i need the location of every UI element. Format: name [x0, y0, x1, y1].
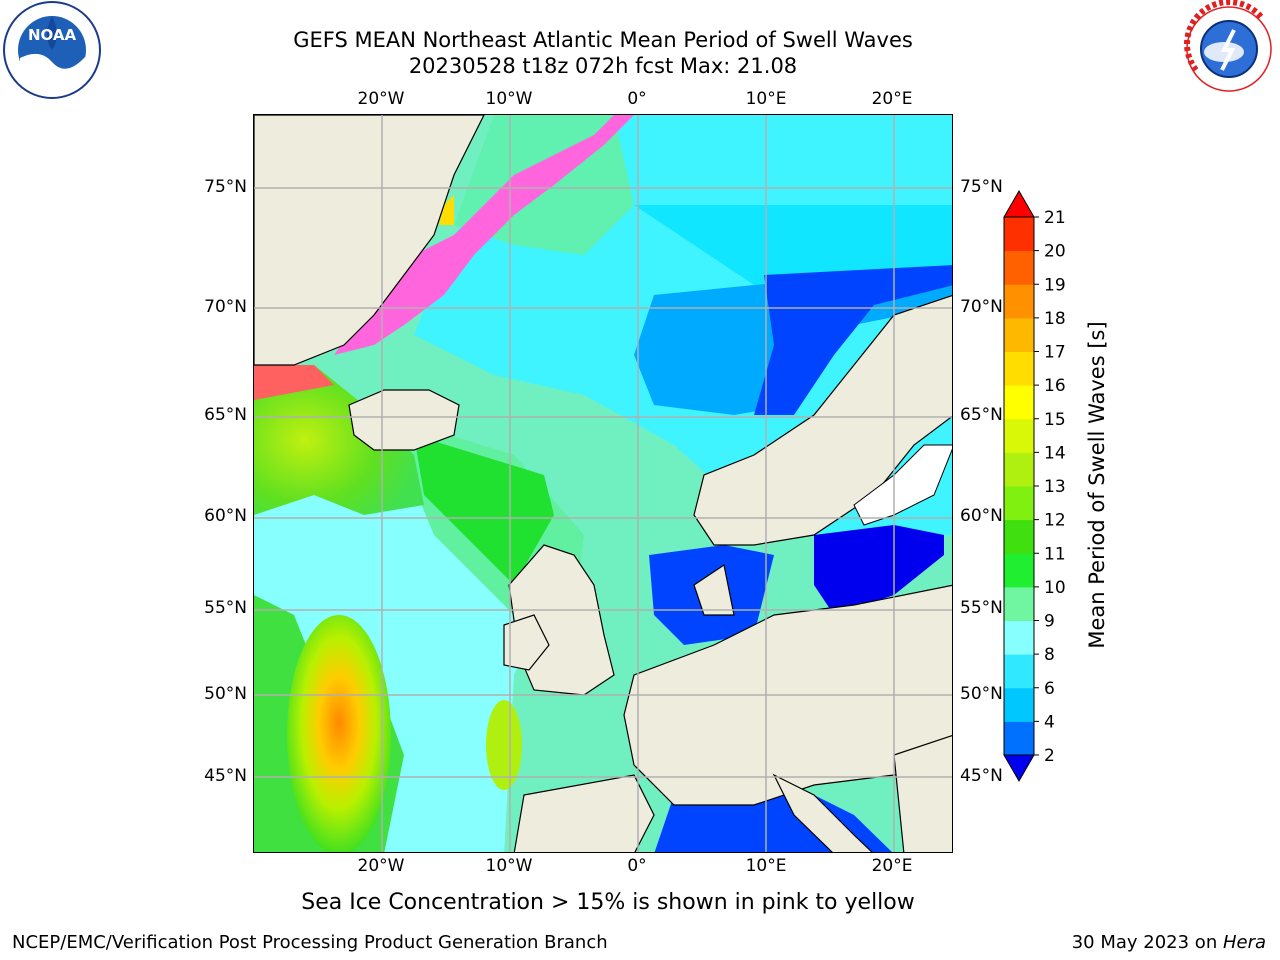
- denmark-strait-ice: [254, 365, 334, 400]
- norway-coastal-blue-2: [754, 265, 952, 415]
- sea-ice-yellow-patch: [439, 195, 454, 225]
- lat-label-right-75n: 75°N: [960, 177, 1003, 197]
- colorbar-segment: [1004, 250, 1034, 285]
- colorbar-segments: [1003, 189, 1035, 783]
- colorbar-tick-label: 8: [1044, 645, 1055, 665]
- lat-label-right-70n: 70°N: [960, 297, 1003, 317]
- colorbar-segment: [1004, 317, 1034, 352]
- lat-label-left-55n: 55°N: [204, 598, 247, 618]
- iceland-land: [348, 389, 460, 451]
- graticule: [254, 115, 952, 852]
- lat-label-left-75n: 75°N: [204, 177, 247, 197]
- colorbar-segment: [1004, 217, 1034, 252]
- colorbar-segment: [1004, 654, 1034, 689]
- footer-branch: NCEP/EMC/Verification Post Processing Pr…: [12, 932, 608, 953]
- colorbar-tick-label: 4: [1044, 712, 1055, 732]
- lon-label-bottom-10w: 10°W: [485, 856, 533, 876]
- colorbar-segment: [1004, 385, 1034, 420]
- colorbar-segment: [1004, 351, 1034, 386]
- colorbar-tick-label: 18: [1044, 309, 1066, 329]
- faroe-green-core: [414, 435, 554, 585]
- lon-label-top-20e: 20°E: [871, 89, 913, 109]
- gulf-of-bothnia: [853, 444, 952, 526]
- lat-label-left-45n: 45°N: [204, 766, 247, 786]
- lat-label-right-65n: 65°N: [960, 405, 1003, 425]
- colorbar-tick-label: 20: [1044, 242, 1066, 262]
- swell-period-map: [254, 115, 952, 852]
- colorbar-tick-label: 9: [1044, 612, 1055, 632]
- colorbar-segment: [1004, 687, 1034, 722]
- colorbar-tick-label: 21: [1044, 208, 1066, 228]
- lat-label-left-65n: 65°N: [204, 405, 247, 425]
- footer-host: Hera: [1222, 932, 1266, 953]
- footer-date-text: 30 May 2023 on: [1071, 932, 1223, 953]
- colorbar-label: Mean Period of Swell Waves [s]: [1085, 321, 1109, 649]
- colorbar-tick-label: 14: [1044, 443, 1066, 463]
- iberia-land: [513, 774, 655, 852]
- lat-label-right-45n: 45°N: [960, 766, 1003, 786]
- chart-title: GEFS MEAN Northeast Atlantic Mean Period…: [293, 28, 913, 52]
- colorbar-tick-label: 13: [1044, 477, 1066, 497]
- ireland-land: [503, 614, 550, 671]
- colorbar-min-arrow: [1003, 754, 1035, 783]
- map-panel: [253, 114, 953, 853]
- swell-max-orange: [287, 615, 391, 852]
- svg-text:NOAA: NOAA: [28, 26, 77, 44]
- colorbar-tick-label: 15: [1044, 410, 1066, 430]
- colorbar-segment: [1004, 452, 1034, 487]
- baltic-blue: [814, 525, 944, 615]
- nws-logo: [1183, 0, 1275, 95]
- colorbar-segment: [1004, 553, 1034, 588]
- lat-label-left-70n: 70°N: [204, 297, 247, 317]
- colorbar-tick-label: 6: [1044, 679, 1055, 699]
- biscay-green-spot: [486, 700, 522, 790]
- colorbar-tick-label: 2: [1044, 746, 1055, 766]
- colorbar-segment: [1004, 284, 1034, 319]
- lon-label-bottom-0: 0°: [627, 856, 647, 876]
- colorbar-max-arrow: [1003, 189, 1035, 218]
- colorbar-tick-label: 16: [1044, 376, 1066, 396]
- colorbar-tick-label: 11: [1044, 544, 1066, 564]
- colorbar-segment: [1004, 586, 1034, 621]
- lat-label-left-60n: 60°N: [204, 506, 247, 526]
- chart-subtitle: 20230528 t18z 072h fcst Max: 21.08: [408, 54, 798, 78]
- lon-label-top-10e: 10°E: [745, 89, 787, 109]
- colorbar: 2 4 6 8 9 10 11 12 13 14 15 16 17 18 19 20 21: [1003, 189, 1066, 783]
- noaa-logo: NOAA: [3, 1, 101, 99]
- colorbar-segment: [1004, 418, 1034, 453]
- colorbar-tick-label: 19: [1044, 275, 1066, 295]
- italy-land: [772, 773, 873, 852]
- sea-ice-pink-edge: [334, 115, 634, 355]
- colorbar-segment: [1004, 721, 1034, 756]
- lat-label-right-55n: 55°N: [960, 598, 1003, 618]
- lat-label-left-50n: 50°N: [204, 684, 247, 704]
- colorbar-segment: [1004, 620, 1034, 655]
- footer-date: 30 May 2023 on Hera: [1072, 932, 1266, 953]
- lon-label-top-20w: 20°W: [357, 89, 405, 109]
- sea-ice-footnote: Sea Ice Concentration > 15% is shown in …: [301, 890, 915, 915]
- lon-label-bottom-10e: 10°E: [745, 856, 787, 876]
- lon-label-top-10w: 10°W: [485, 89, 533, 109]
- lon-label-bottom-20w: 20°W: [357, 856, 405, 876]
- lon-label-top-0: 0°: [627, 89, 647, 109]
- lat-label-right-50n: 50°N: [960, 684, 1003, 704]
- denmark-land: [693, 564, 735, 616]
- colorbar-tick-label: 12: [1044, 511, 1066, 531]
- colorbar-ticks: 2 4 6 8 9 10 11 12 13 14 15 16 17 18 19 20 21: [1034, 208, 1066, 766]
- colorbar-tick-label: 17: [1044, 343, 1066, 363]
- colorbar-segment: [1004, 486, 1034, 521]
- lat-label-right-60n: 60°N: [960, 506, 1003, 526]
- greenland-land: [254, 115, 485, 366]
- colorbar-tick-label: 10: [1044, 578, 1066, 598]
- lon-label-bottom-20e: 20°E: [871, 856, 913, 876]
- balkans-land: [893, 735, 952, 852]
- colorbar-segment: [1004, 519, 1034, 554]
- scandinavia-land: [693, 295, 952, 546]
